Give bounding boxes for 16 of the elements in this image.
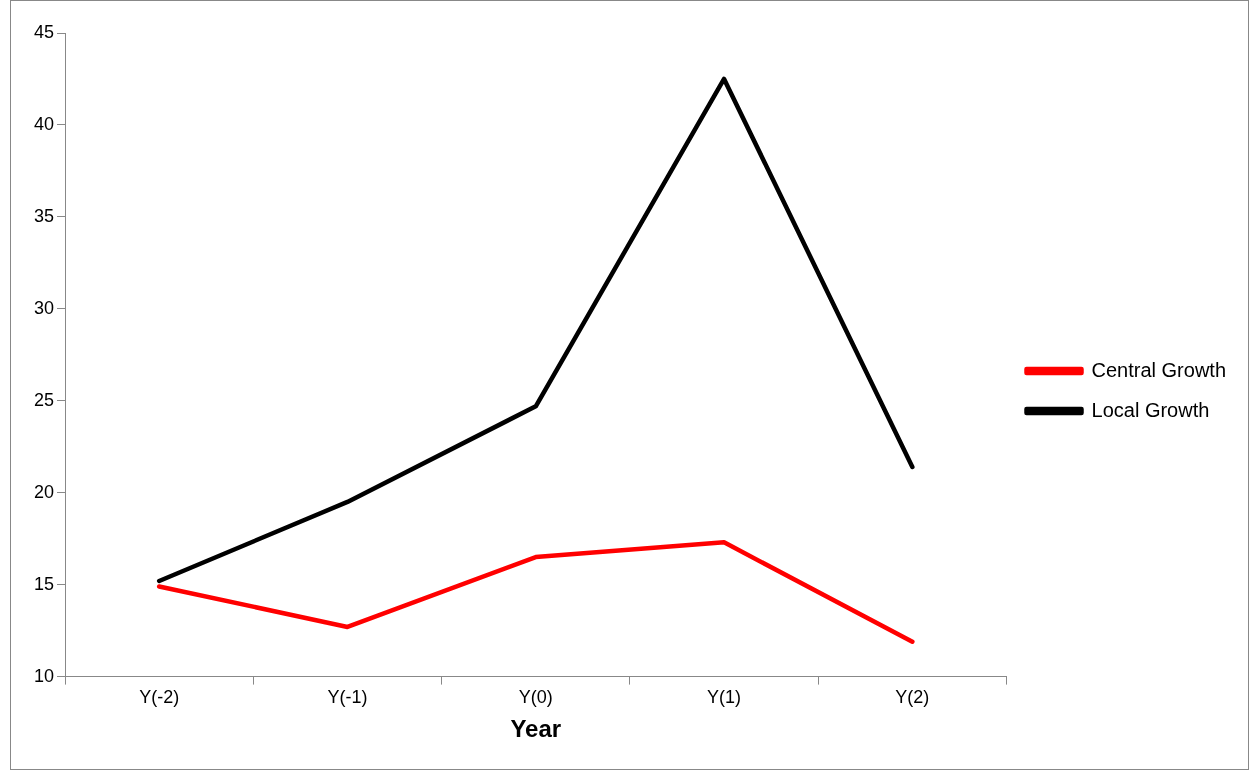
x-tick-label: Y(2) bbox=[895, 687, 930, 708]
x-tick-label: Y(1) bbox=[707, 687, 742, 708]
x-tick-label: Y(0) bbox=[518, 687, 553, 708]
y-tick-label: 15 bbox=[33, 573, 55, 594]
y-tick-label: 35 bbox=[33, 205, 55, 226]
x-axis-title: Year bbox=[510, 715, 562, 743]
x-tick-label: Y(-1) bbox=[327, 687, 368, 708]
y-tick-label: 20 bbox=[33, 481, 55, 502]
legend-label: Central Growth bbox=[1091, 358, 1227, 381]
x-tick-label: Y(-2) bbox=[139, 687, 180, 708]
y-tick-label: 45 bbox=[33, 21, 55, 42]
y-tick-label: 30 bbox=[33, 297, 55, 318]
y-tick-label: 40 bbox=[33, 113, 55, 134]
y-tick-label: 10 bbox=[33, 665, 55, 686]
legend-label: Local Growth bbox=[1091, 398, 1210, 421]
y-tick-label: 25 bbox=[33, 389, 55, 410]
